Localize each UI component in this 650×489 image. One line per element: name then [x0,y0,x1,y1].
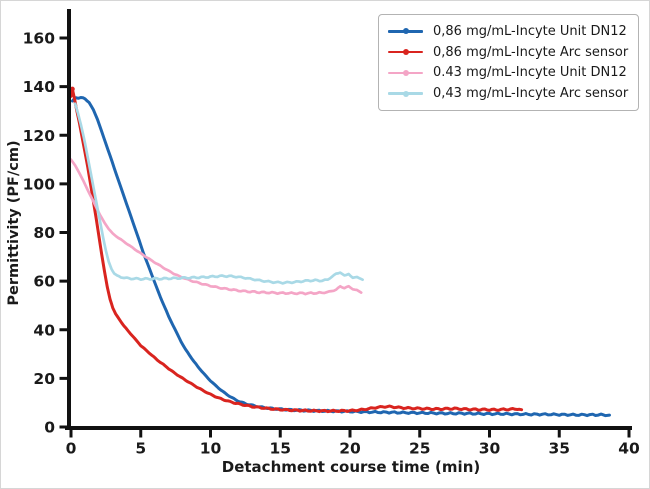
series-0-line-swatch [388,28,423,35]
series-line-0 [70,96,611,418]
y-tick-label: 140 [23,78,56,96]
x-axis-spine [65,426,632,430]
series-line-3 [73,102,364,285]
x-tick-label: 35 [548,440,570,458]
x-tick-label: 40 [618,440,640,458]
series-line-2 [69,158,363,296]
y-tick-label: 60 [33,273,55,291]
series-2-line-swatch [388,69,423,76]
y-tick-label: 160 [23,30,56,48]
x-tick-label: 0 [66,440,77,458]
x-tick-label: 20 [339,440,361,458]
y-axis-title: Permittivity (PF/cm) [6,140,22,305]
series-1-line-swatch [388,49,423,56]
legend-item: 0,86 mg/mL-Incyte Arc sensor [388,42,630,63]
y-tick-label: 40 [33,321,55,339]
legend-label: 0,86 mg/mL-Incyte Arc sensor [433,44,629,60]
x-tick-label: 10 [200,440,222,458]
x-tick-label: 15 [269,440,291,458]
x-tick-label: 5 [135,440,146,458]
y-tick-label: 100 [23,175,56,193]
series-3-marker-dot-icon [402,90,409,97]
axes-layer: 0 5 10 15 20 25 30 35 40 0 20 40 60 80 100 120 140 160 [23,9,640,458]
legend: 0,86 mg/mL-Incyte Unit DN12 0,86 mg/mL-I… [378,14,639,111]
legend-label: 0,86 mg/mL-Incyte Unit DN12 [433,23,627,39]
legend-label: 0,43 mg/mL-Incyte Arc sensor [433,86,629,102]
y-axis-spine [67,9,71,430]
series-1-start-marker [69,86,75,92]
y-tick-label: 20 [33,370,55,388]
legend-item: 0.43 mg/mL-Incyte Unit DN12 [388,63,630,84]
x-tick-label: 25 [409,440,431,458]
series-1-marker-dot-icon [402,49,409,56]
y-tick-label: 80 [33,224,55,242]
legend-item: 0,43 mg/mL-Incyte Arc sensor [388,83,630,104]
y-tick-label: 0 [44,419,55,437]
legend-label: 0.43 mg/mL-Incyte Unit DN12 [433,65,627,81]
series-line-1 [69,87,524,414]
legend-item: 0,86 mg/mL-Incyte Unit DN12 [388,21,630,42]
series-2-marker-dot-icon [402,69,409,76]
y-tick-label: 120 [23,127,56,145]
x-tick-label: 30 [479,440,501,458]
series-0-marker-dot-icon [402,28,409,35]
x-axis-title: Detachment course time (min) [222,458,480,476]
series-3-line-swatch [388,90,423,97]
series-layer [69,86,611,418]
